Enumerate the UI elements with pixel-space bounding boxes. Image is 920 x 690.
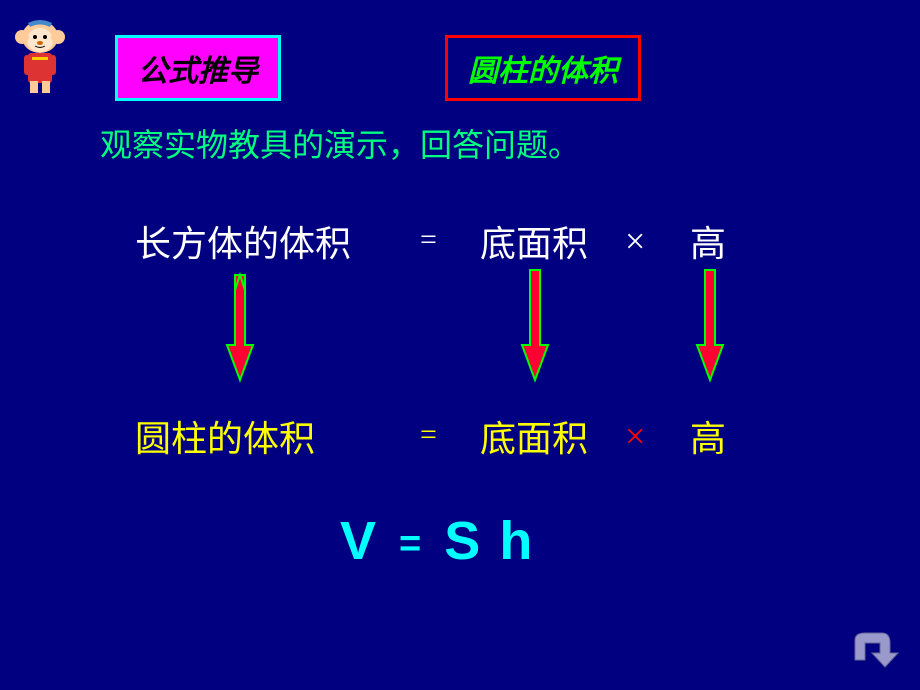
height-1: 高 — [690, 215, 726, 267]
volume-formula: V = S h — [340, 510, 532, 572]
base-area-1: 底面积 — [480, 215, 588, 267]
cylinder-volume-label: 圆柱的体积 — [135, 410, 315, 462]
formula-h: h — [499, 511, 532, 571]
title-cylinder-volume: 圆柱的体积 — [445, 35, 641, 101]
instruction-text: 观察实物教具的演示，回答问题。 — [100, 120, 580, 166]
multiply-sign-1: × — [625, 220, 645, 262]
arrow-down-icon — [520, 265, 550, 385]
multiply-sign-2: × — [625, 415, 645, 457]
formula-v: V — [340, 511, 376, 571]
equals-sign-1: = — [420, 223, 437, 257]
title-formula-derivation: 公式推导 — [115, 35, 281, 101]
equals-sign-2: = — [420, 418, 437, 452]
arrow-down-icon — [695, 265, 725, 385]
monkey-mascot — [10, 15, 70, 95]
formula-s: S — [444, 511, 480, 571]
base-area-2: 底面积 — [480, 410, 588, 462]
cuboid-volume-label: 长方体的体积 — [135, 215, 351, 267]
height-2: 高 — [690, 410, 726, 462]
return-icon[interactable] — [840, 625, 900, 675]
formula-equals: = — [399, 523, 421, 565]
arrow-down-icon — [225, 265, 255, 385]
